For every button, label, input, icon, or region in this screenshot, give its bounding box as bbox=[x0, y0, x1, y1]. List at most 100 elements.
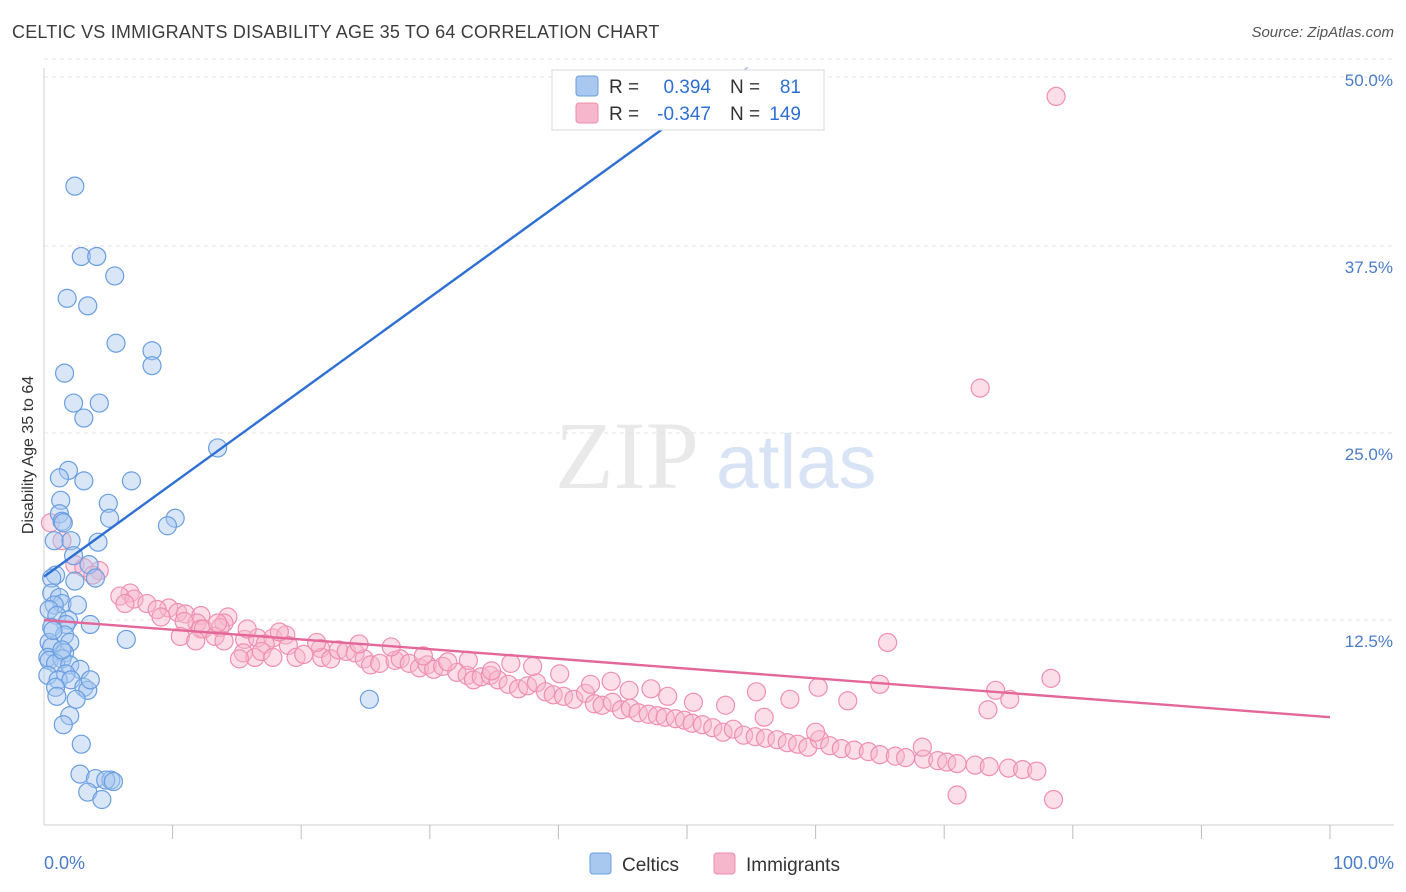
legend-swatch-celtics bbox=[575, 75, 599, 97]
celtics-point bbox=[78, 296, 98, 316]
immigrants-point bbox=[1013, 759, 1033, 780]
y-tick-label: 50.0% bbox=[1345, 71, 1393, 90]
celtics-point bbox=[74, 471, 94, 491]
immigrants-point bbox=[1041, 668, 1061, 688]
legend-swatch-immigrants bbox=[575, 102, 599, 124]
immigrants-point bbox=[682, 713, 702, 733]
celtics-point bbox=[49, 468, 70, 488]
legend-r-value-2: -0.347 bbox=[657, 104, 711, 125]
celtics-point bbox=[359, 689, 379, 709]
celtics-point bbox=[208, 438, 228, 458]
immigrants-points bbox=[40, 86, 1066, 810]
immigrants-point bbox=[798, 737, 818, 757]
celtics-points bbox=[38, 176, 379, 810]
source-credit: Source: ZipAtlas.com bbox=[1251, 24, 1394, 41]
immigrants-point bbox=[1046, 86, 1066, 107]
celtics-point bbox=[52, 511, 72, 531]
immigrants-point bbox=[885, 746, 905, 766]
legend-r-value-1: 0.394 bbox=[663, 77, 711, 98]
watermark-zip: ZIP bbox=[555, 402, 699, 509]
celtics-point bbox=[65, 176, 85, 196]
immigrants-point bbox=[229, 649, 250, 669]
immigrants-point bbox=[998, 758, 1019, 778]
immigrants-point bbox=[151, 607, 171, 627]
bottom-legend-label-immigrants: Immigrants bbox=[746, 855, 840, 876]
celtics-point bbox=[74, 408, 94, 428]
immigrants-point bbox=[124, 589, 144, 609]
immigrants-point bbox=[745, 727, 765, 747]
celtics-point bbox=[96, 770, 116, 790]
immigrants-point bbox=[409, 658, 430, 678]
y-tick-label: 25.0% bbox=[1345, 445, 1393, 464]
immigrants-point bbox=[543, 685, 563, 705]
immigrants-point bbox=[535, 682, 556, 702]
immigrants-point bbox=[501, 653, 521, 673]
watermark-atlas: atlas bbox=[716, 420, 877, 505]
celtics-point bbox=[43, 620, 63, 641]
celtics-point bbox=[87, 246, 107, 267]
gridlines bbox=[44, 58, 1394, 621]
immigrants-point bbox=[438, 652, 458, 672]
immigrants-point bbox=[655, 707, 675, 727]
immigrants-point bbox=[746, 682, 767, 702]
immigrants-point bbox=[237, 619, 257, 639]
immigrants-point bbox=[278, 635, 298, 656]
y-axis-tick-labels: 12.5% 25.0% 37.5% 50.0% bbox=[1345, 71, 1393, 651]
celtics-point bbox=[165, 508, 185, 528]
celtics-point bbox=[63, 393, 84, 413]
axes bbox=[43, 68, 1394, 826]
celtics-point bbox=[61, 531, 81, 551]
celtics-point bbox=[53, 513, 73, 533]
immigrants-point bbox=[137, 593, 157, 614]
immigrants-point bbox=[601, 671, 621, 691]
celtics-point bbox=[44, 531, 64, 551]
y-tick-label: 37.5% bbox=[1345, 258, 1393, 277]
immigrants-point bbox=[808, 677, 828, 697]
immigrants-point bbox=[754, 707, 774, 727]
immigrants-point bbox=[947, 754, 967, 774]
immigrants-point bbox=[683, 692, 704, 712]
legend-r-label-1: R = bbox=[609, 77, 639, 98]
celtics-point bbox=[88, 532, 108, 552]
immigrants-point bbox=[550, 664, 570, 684]
immigrants-point bbox=[979, 757, 999, 777]
celtics-point bbox=[121, 471, 142, 491]
immigrants-point bbox=[1027, 761, 1047, 781]
celtics-point bbox=[70, 764, 90, 784]
immigrants-point bbox=[328, 640, 349, 660]
immigrants-point bbox=[564, 689, 584, 709]
immigrants-point bbox=[263, 647, 283, 668]
immigrants-point bbox=[619, 680, 639, 700]
x-tick-label-max: 100.0% bbox=[1333, 853, 1394, 873]
immigrants-point bbox=[858, 742, 878, 762]
celtics-point bbox=[66, 689, 86, 709]
celtics-point bbox=[54, 363, 75, 383]
correlation-legend: R = 0.394 N = 81 R = -0.347 N = 149 bbox=[551, 69, 825, 131]
immigrants-point bbox=[820, 736, 840, 756]
legend-n-value-2: 149 bbox=[769, 104, 801, 125]
immigrants-point bbox=[1043, 789, 1064, 810]
immigrants-point bbox=[780, 689, 800, 709]
celtics-point bbox=[99, 508, 120, 528]
chart-title: CELTIC VS IMMIGRANTS DISABILITY AGE 35 T… bbox=[12, 22, 660, 42]
immigrants-point bbox=[186, 631, 206, 651]
immigrants-point bbox=[580, 674, 601, 694]
celtics-point bbox=[47, 686, 67, 706]
immigrants-point bbox=[947, 785, 967, 805]
immigrants-point bbox=[674, 710, 695, 730]
celtics-point bbox=[98, 493, 118, 513]
celtics-point bbox=[65, 571, 85, 591]
celtics-point bbox=[60, 632, 80, 653]
celtics-point bbox=[85, 568, 106, 588]
immigrants-point bbox=[838, 691, 858, 711]
immigrants-point bbox=[413, 646, 433, 666]
celtics-point bbox=[67, 595, 88, 615]
immigrants-point bbox=[115, 593, 135, 614]
legend-n-label-2: N = bbox=[730, 104, 760, 125]
series-legend: Celtics Immigrants bbox=[589, 852, 840, 876]
celtics-point bbox=[80, 670, 100, 690]
immigrants-point bbox=[208, 613, 228, 633]
immigrants-point bbox=[844, 740, 864, 760]
immigrants-point bbox=[628, 703, 648, 723]
